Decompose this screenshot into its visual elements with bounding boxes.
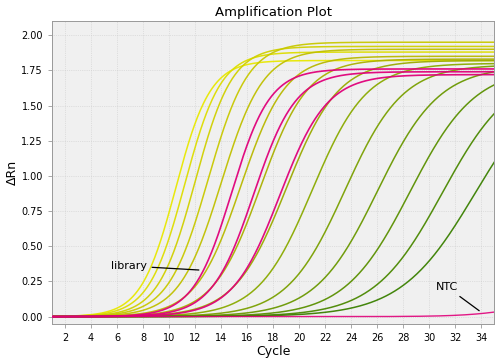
X-axis label: Cycle: Cycle	[256, 345, 290, 359]
Y-axis label: ΔRn: ΔRn	[6, 160, 18, 185]
Text: NTC: NTC	[436, 282, 479, 311]
Text: library: library	[110, 261, 199, 271]
Title: Amplification Plot: Amplification Plot	[214, 5, 332, 19]
